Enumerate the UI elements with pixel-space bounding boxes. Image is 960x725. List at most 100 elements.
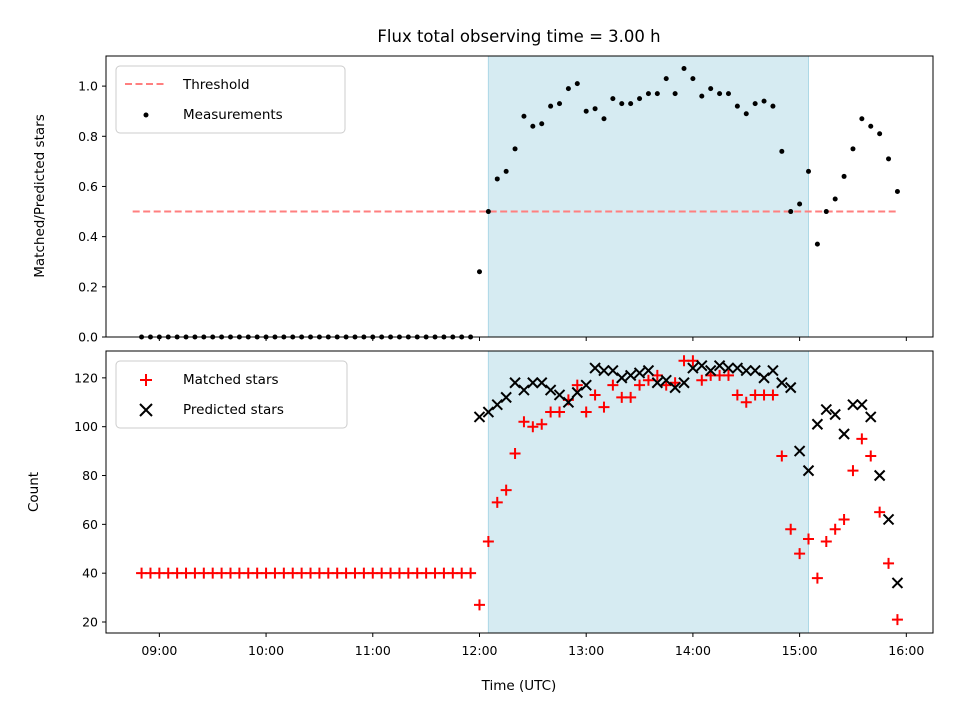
matched-star-marker [794,548,806,560]
bottom-y-tick-label: 80 [82,468,98,483]
measurement-point [548,103,554,109]
measurement-point [565,86,571,92]
measurement-point [530,123,536,129]
measurement-point [850,146,856,152]
measurement-point [619,101,625,107]
matched-star-marker [856,433,868,445]
bottom-x-ticks: 09:00 10:00 11:00 12:00 13:00 14:00 15:00 16:00 [141,633,924,658]
legend-predicted-label: Predicted stars [183,402,284,418]
legend-matched-label: Matched stars [183,372,279,388]
matched-star-marker [696,374,708,386]
matched-star-marker [482,535,494,547]
predicted-star-marker [660,374,672,387]
matched-star-marker [651,369,663,381]
predicted-star-marker [891,577,904,589]
measurement-point [583,108,589,114]
top-legend: Threshold Measurements [115,65,346,134]
measurement-point [761,98,767,104]
bottom-panel: 20 40 60 80 100 120 09:00 10:00 11:00 12:00 13:00… [26,350,934,694]
predicted-star-marker [865,411,877,423]
measurement-point [574,81,580,87]
predicted-star-marker [616,372,628,384]
measurement-point [699,93,705,99]
matched-star-marker [722,369,734,381]
measurement-point [654,91,660,97]
predicted-star-marker [740,364,752,377]
measurement-point [663,76,669,82]
bottom-y-axis-label: Count [26,472,42,512]
matched-star-marker [820,535,832,547]
matched-star-marker [740,396,752,408]
predicted-star-marker [598,364,610,377]
legend-measurements-swatch [143,112,149,118]
measurement-point [814,241,820,247]
predicted-star-marker [687,362,699,374]
measurement-point [476,269,482,275]
predicted-star-marker [838,428,850,440]
x-tick-label: 15:00 [782,643,818,658]
matched-star-marker [634,379,646,391]
measurement-point [494,176,500,182]
measurement-point [894,188,900,194]
top-y-axis-label: Matched/Predicted stars [32,114,48,277]
matched-star-marker [811,572,823,584]
measurement-point [637,96,643,102]
predicted-star-marker [722,362,735,374]
measurement-point [725,91,731,97]
matched-star-marker [874,506,886,518]
top-y-tick-label: 1.0 [78,79,98,94]
matched-star-marker [829,523,841,535]
top-y-tick-label: 0.4 [78,229,98,244]
measurement-point [877,131,883,137]
measurement-point [841,173,847,179]
predicted-star-marker [491,399,503,411]
measurement-point [601,116,607,122]
matched-star-marker [580,406,592,418]
measurement-point [832,196,838,202]
bottom-observing-span [487,350,810,634]
predicted-star-marker [847,399,859,411]
matched-star-marker [598,401,610,413]
matched-star-marker [803,533,815,545]
matched-star-marker [731,389,743,401]
predicted-star-marker [651,377,664,389]
measurement-point [628,101,634,107]
matched-star-marker [625,391,637,403]
measurement-point [485,209,491,215]
x-tick-label: 10:00 [248,643,284,658]
matched-star-marker [473,599,485,611]
predicted-star-marker [624,369,637,382]
measurement-point [690,76,696,82]
predicted-star-marker [696,359,708,372]
measurement-point [539,121,545,127]
x-tick-label: 13:00 [568,643,604,658]
measurement-point [788,209,794,215]
bottom-y-tick-label: 60 [82,517,98,532]
predicted-star-marker [589,362,601,374]
bottom-axes-frame [105,350,934,634]
legend-threshold-label: Threshold [182,77,250,93]
top-legend-box [115,65,346,134]
measurement-point [557,101,563,107]
matched-star-marker [500,484,512,496]
measurement-point [717,91,723,97]
measurement-point [521,113,527,119]
matched-stars-markers [136,355,903,626]
predicted-star-marker [856,399,868,411]
predicted-star-marker [811,418,824,430]
matched-star-marker [767,389,779,401]
predicted-star-marker [678,377,690,389]
matched-star-marker [838,513,850,525]
matched-star-marker [589,389,601,401]
measurement-point [512,146,518,152]
top-y-tick-label: 0.2 [78,279,98,294]
legend-predicted-swatch [139,403,153,417]
measurement-point [503,168,509,174]
matched-star-marker [554,406,566,418]
measurement-point [859,116,865,122]
predicted-star-marker [562,396,575,408]
x-tick-label: 14:00 [675,643,711,658]
measurement-point [868,123,874,129]
predicted-star-marker [704,364,717,377]
measurement-point [708,86,714,92]
